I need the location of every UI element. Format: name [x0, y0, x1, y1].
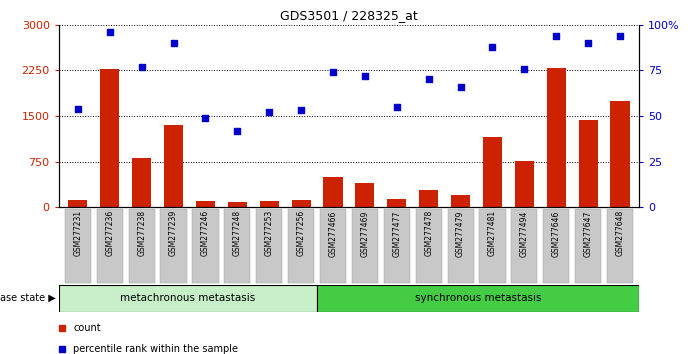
FancyBboxPatch shape	[575, 209, 601, 284]
Text: GSM277646: GSM277646	[551, 210, 561, 257]
Bar	[59, 285, 316, 312]
FancyBboxPatch shape	[415, 209, 442, 284]
Bar	[292, 200, 311, 207]
Point	[200, 115, 211, 121]
Point	[136, 64, 147, 69]
Text: GSM277231: GSM277231	[73, 210, 82, 256]
Text: GSM277248: GSM277248	[233, 210, 242, 256]
Point	[423, 77, 434, 82]
Bar	[164, 125, 183, 207]
FancyBboxPatch shape	[607, 209, 633, 284]
Text: count: count	[73, 323, 101, 333]
FancyBboxPatch shape	[97, 209, 123, 284]
FancyBboxPatch shape	[543, 209, 569, 284]
Point	[391, 104, 402, 110]
Text: GSM277466: GSM277466	[328, 210, 337, 257]
Point	[264, 109, 275, 115]
Text: GSM277239: GSM277239	[169, 210, 178, 256]
FancyBboxPatch shape	[511, 209, 538, 284]
Text: GSM277479: GSM277479	[456, 210, 465, 257]
FancyBboxPatch shape	[256, 209, 283, 284]
Point	[104, 29, 115, 35]
Bar	[419, 190, 438, 207]
Bar	[515, 161, 534, 207]
FancyBboxPatch shape	[480, 209, 506, 284]
Bar	[483, 137, 502, 207]
Bar	[260, 201, 278, 207]
Bar	[316, 285, 639, 312]
FancyBboxPatch shape	[65, 209, 91, 284]
FancyBboxPatch shape	[160, 209, 187, 284]
FancyBboxPatch shape	[384, 209, 410, 284]
Bar	[355, 183, 375, 207]
Text: GSM277647: GSM277647	[584, 210, 593, 257]
Bar	[547, 68, 566, 207]
Text: percentile rank within the sample: percentile rank within the sample	[73, 344, 238, 354]
Point	[328, 69, 339, 75]
Text: GSM277253: GSM277253	[265, 210, 274, 256]
Text: GSM277238: GSM277238	[137, 210, 146, 256]
Text: synchronous metastasis: synchronous metastasis	[415, 293, 541, 303]
Text: disease state ▶: disease state ▶	[0, 293, 55, 303]
Bar	[578, 120, 598, 207]
Text: GSM277481: GSM277481	[488, 210, 497, 256]
Bar	[610, 101, 630, 207]
FancyBboxPatch shape	[192, 209, 218, 284]
FancyBboxPatch shape	[288, 209, 314, 284]
Text: metachronous metastasis: metachronous metastasis	[120, 293, 256, 303]
Point	[296, 108, 307, 113]
Point	[614, 33, 625, 39]
Point	[487, 44, 498, 50]
Bar	[68, 200, 88, 207]
Text: GSM277494: GSM277494	[520, 210, 529, 257]
Point	[359, 73, 370, 79]
Bar	[387, 199, 406, 207]
Text: GSM277246: GSM277246	[201, 210, 210, 256]
Text: GSM277236: GSM277236	[105, 210, 114, 256]
Bar	[451, 195, 470, 207]
Text: GSM277477: GSM277477	[392, 210, 401, 257]
Point	[73, 106, 84, 112]
Point	[168, 40, 179, 46]
Point	[519, 66, 530, 72]
Point	[231, 128, 243, 133]
FancyBboxPatch shape	[129, 209, 155, 284]
FancyBboxPatch shape	[320, 209, 346, 284]
Text: GSM277256: GSM277256	[296, 210, 305, 256]
FancyBboxPatch shape	[225, 209, 250, 284]
Point	[551, 33, 562, 39]
Bar	[323, 177, 343, 207]
Bar	[132, 159, 151, 207]
Point	[583, 40, 594, 46]
Bar	[228, 202, 247, 207]
Text: GSM277478: GSM277478	[424, 210, 433, 256]
Point	[455, 84, 466, 90]
Title: GDS3501 / 228325_at: GDS3501 / 228325_at	[280, 9, 418, 22]
Bar	[100, 69, 120, 207]
Bar	[196, 201, 215, 207]
FancyBboxPatch shape	[352, 209, 378, 284]
FancyBboxPatch shape	[448, 209, 473, 284]
Text: GSM277469: GSM277469	[361, 210, 370, 257]
Text: GSM277648: GSM277648	[616, 210, 625, 256]
